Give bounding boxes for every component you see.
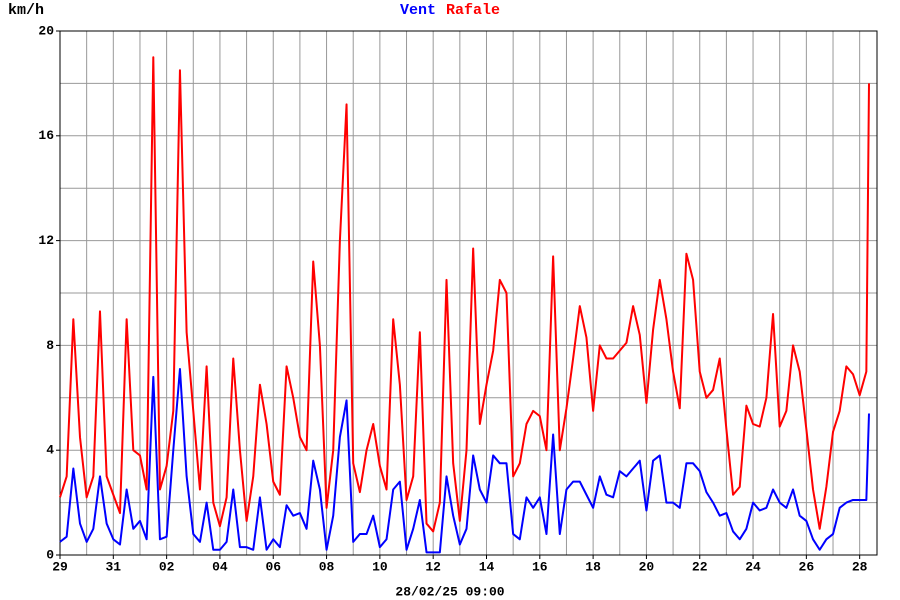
plot-frame — [59, 30, 878, 556]
x-tick-label: 16 — [532, 559, 548, 574]
y-tick-label: 20 — [38, 23, 54, 38]
y-axis-label: km/h — [8, 2, 44, 19]
x-tick-label: 26 — [799, 559, 815, 574]
y-tick-label: 8 — [46, 338, 54, 353]
x-tick-label: 14 — [479, 559, 495, 574]
x-tick-label: 31 — [106, 559, 122, 574]
x-tick-label: 10 — [372, 559, 388, 574]
legend: Vent Rafale — [400, 2, 500, 19]
x-tick-label: 28 — [852, 559, 868, 574]
legend-entry: Rafale — [446, 2, 500, 19]
x-tick-label: 22 — [692, 559, 708, 574]
x-tick-label: 20 — [639, 559, 655, 574]
footer: 28/02/25 09:00 — [395, 584, 504, 599]
x-tick-label: 04 — [212, 559, 228, 574]
x-tick-label: 29 — [52, 559, 68, 574]
x-tick-label: 08 — [319, 559, 335, 574]
y-tick-label: 0 — [46, 547, 54, 562]
x-tick-label: 18 — [585, 559, 601, 574]
series-line — [59, 56, 870, 533]
series-line — [59, 367, 870, 554]
y-tick-label: 4 — [46, 443, 54, 458]
x-tick-label: 12 — [425, 559, 441, 574]
x-tick-label: 24 — [745, 559, 761, 574]
y-tick-label: 12 — [38, 233, 54, 248]
x-tick-label: 06 — [265, 559, 281, 574]
x-tick-label: 02 — [159, 559, 175, 574]
y-tick-label: 16 — [38, 128, 54, 143]
legend-entry: Vent — [400, 2, 436, 19]
